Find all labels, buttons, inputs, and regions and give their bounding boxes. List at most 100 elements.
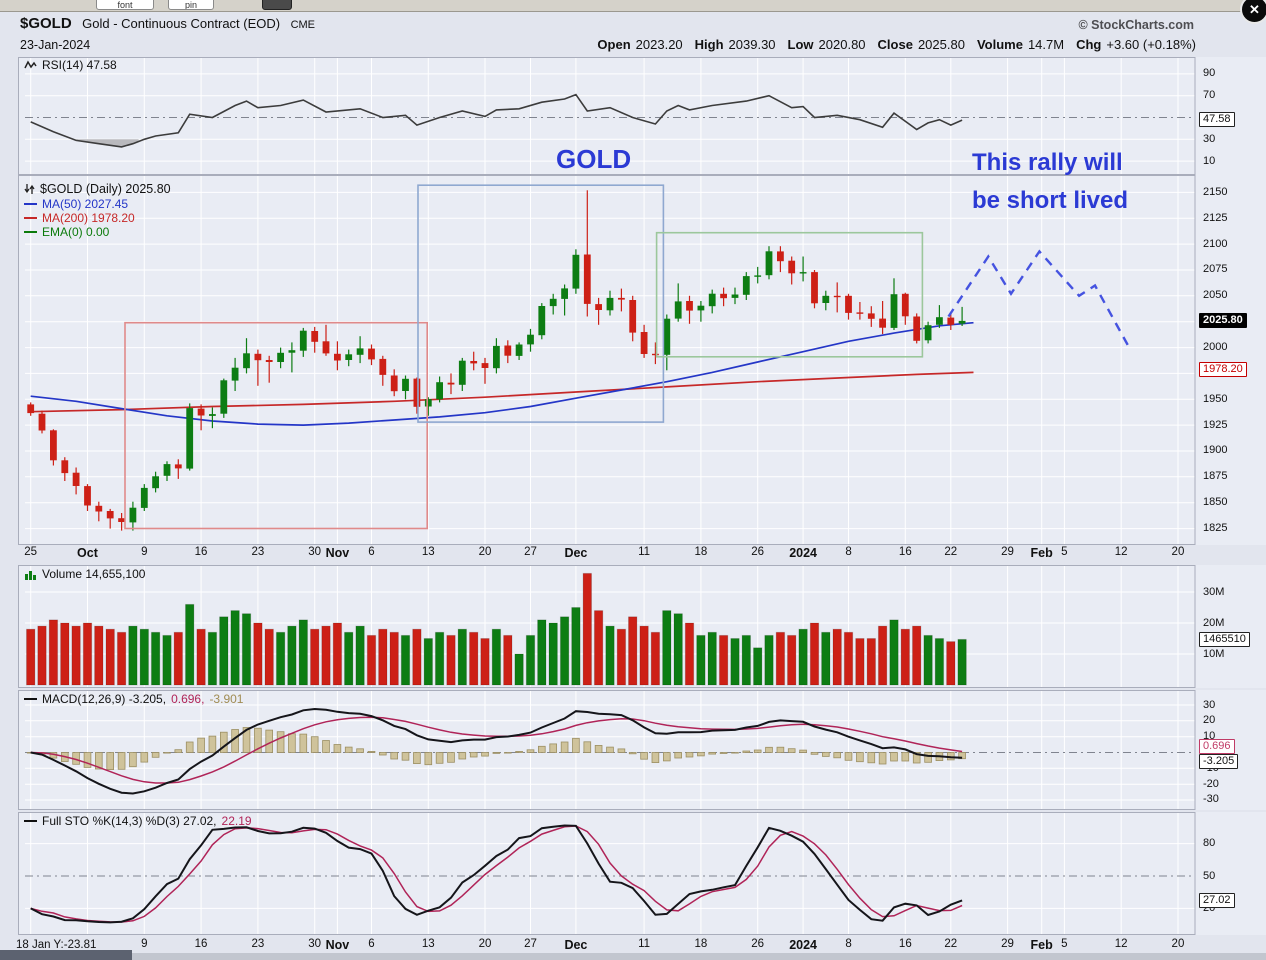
date-label: 2024	[789, 938, 817, 952]
date-label: Feb	[1030, 938, 1053, 952]
volume-axis-label: 10M	[1203, 647, 1225, 660]
volume-legend-label: Volume 14,655,100	[42, 567, 146, 581]
macd-legend-label: MACD(12,26,9) -3.205,	[42, 692, 167, 706]
quote-field-value: 2039.30	[728, 37, 776, 52]
quote-field-label: Volume	[976, 37, 1023, 52]
date-label: 27	[524, 938, 537, 950]
date-label: 22	[944, 546, 958, 558]
font-tool-button[interactable]: font	[96, 0, 154, 10]
date-label: Feb	[1030, 546, 1053, 560]
symbol-label: $GOLD	[20, 15, 72, 32]
volume-legend: Volume 14,655,100	[24, 567, 145, 581]
quote-field-label: High	[694, 37, 724, 52]
quote-field-label: Open	[597, 37, 631, 52]
volume-legend-icon	[25, 570, 36, 580]
window-bottom-edge	[0, 953, 1266, 960]
date-label: 27	[524, 546, 537, 558]
date-label: 18	[694, 546, 708, 558]
volume-panel-chart	[18, 565, 1266, 688]
macd-line-icon	[24, 698, 37, 700]
status-bar-fragment	[0, 950, 132, 960]
rsi-axis-label: 70	[1203, 89, 1216, 102]
date-label: 5	[1061, 938, 1068, 950]
volume-axis-label: 20M	[1203, 616, 1225, 629]
sto-current-value: 27.02	[1199, 892, 1235, 908]
sto-signal-value: 22.19	[221, 814, 252, 828]
ma200-line-icon	[24, 217, 37, 219]
ema-line-icon	[24, 231, 37, 233]
price-axis-label: 2150	[1203, 185, 1228, 198]
close-icon[interactable]: ✕	[1240, 0, 1266, 24]
date-label: 30	[308, 938, 322, 950]
price-legend-icon	[24, 184, 35, 194]
date-label: 26	[751, 546, 765, 558]
annotation-rally-note: This rally will be short lived	[972, 144, 1128, 220]
sto-legend-label: Full STO %K(14,3) %D(3) 27.02,	[42, 814, 217, 828]
date-label: Oct	[77, 546, 98, 560]
date-label: 6	[368, 938, 375, 950]
date-axis-top: 25 Oct 9 16 23 30 Nov 6 13 20 27 Dec 11 18 26 2024 8 16 22…	[0, 546, 1266, 562]
macd-hist-value: -3.901	[209, 692, 244, 706]
macd-signal-value: 0.696,	[171, 692, 205, 706]
ma50-line-icon	[24, 203, 37, 205]
ma200-legend-label: MA(200) 1978.20	[42, 211, 135, 225]
macd-current-value: 0.696	[1199, 739, 1235, 755]
date-label: 5	[1061, 546, 1068, 558]
price-axis-label: 1825	[1203, 522, 1228, 535]
date-label: 29	[1001, 938, 1014, 950]
date-label: Nov	[325, 546, 350, 560]
macd-axis-label: -20	[1203, 777, 1219, 790]
date-label: Nov	[325, 938, 350, 952]
sto-line-icon	[24, 820, 37, 822]
volume-axis-label: 30M	[1203, 585, 1225, 598]
price-axis-label: 1850	[1203, 496, 1228, 509]
stochastic-legend: Full STO %K(14,3) %D(3) 27.02, 22.19	[24, 814, 252, 828]
macd-legend: MACD(12,26,9) -3.205, 0.696, -3.901	[24, 692, 243, 706]
price-axis-label: 1900	[1203, 444, 1228, 457]
price-panel-chart	[18, 175, 1266, 545]
date-label: Dec	[564, 938, 588, 952]
rsi-legend: RSI(14) 47.58	[24, 58, 117, 72]
rsi-axis-label: 90	[1203, 67, 1216, 80]
annotation-rally-line1: This rally will	[972, 149, 1123, 176]
date-label: 9	[141, 546, 148, 558]
stochastic-panel-chart	[18, 812, 1266, 935]
date-label: 12	[1114, 938, 1128, 950]
toolbar-fragment: font pin	[0, 0, 1266, 12]
sto-axis-label: 80	[1203, 837, 1216, 850]
quote-field-value: 2023.20	[635, 37, 683, 52]
date-label: 18	[694, 938, 708, 950]
pin-tool-button[interactable]: pin	[168, 0, 214, 10]
sto-axis-label: 50	[1203, 869, 1216, 882]
rsi-legend-icon	[24, 60, 37, 69]
price-axis-label: 2075	[1203, 263, 1228, 276]
ma50-legend-label: MA(50) 2027.45	[42, 197, 129, 211]
copyright-label: © StockCharts.com	[1078, 18, 1195, 32]
macd-current-value: -3.205	[1199, 754, 1239, 770]
quote-field-value: +3.60 (+0.18%)	[1106, 37, 1196, 52]
date-label: 20	[478, 938, 492, 950]
date-label: 16	[194, 546, 208, 558]
price-axis-label: 2125	[1203, 211, 1228, 224]
date-label: 11	[638, 546, 651, 558]
quote-field-label: Close	[877, 37, 913, 52]
date-label: 26	[751, 938, 765, 950]
toolbar-button[interactable]	[262, 0, 292, 10]
date-label: 11	[638, 938, 651, 950]
rsi-axis-label: 10	[1203, 154, 1216, 167]
date-label: 23	[251, 546, 265, 558]
rsi-axis-label: 30	[1203, 132, 1216, 145]
annotation-rally-line2: be short lived	[972, 187, 1129, 214]
date-label: 16	[194, 938, 208, 950]
price-axis-label: 1950	[1203, 392, 1228, 405]
date-label: 30	[308, 546, 322, 558]
macd-axis-label: 20	[1203, 714, 1216, 727]
quote-field-value: 2025.80	[917, 37, 965, 52]
quote-field-label: Low	[787, 37, 814, 52]
date-label: 20	[1171, 546, 1185, 558]
macd-panel-chart	[18, 690, 1266, 810]
date-label: 23	[251, 938, 265, 950]
quote-field-value: 2020.80	[818, 37, 866, 52]
date-label: Dec	[564, 546, 588, 560]
